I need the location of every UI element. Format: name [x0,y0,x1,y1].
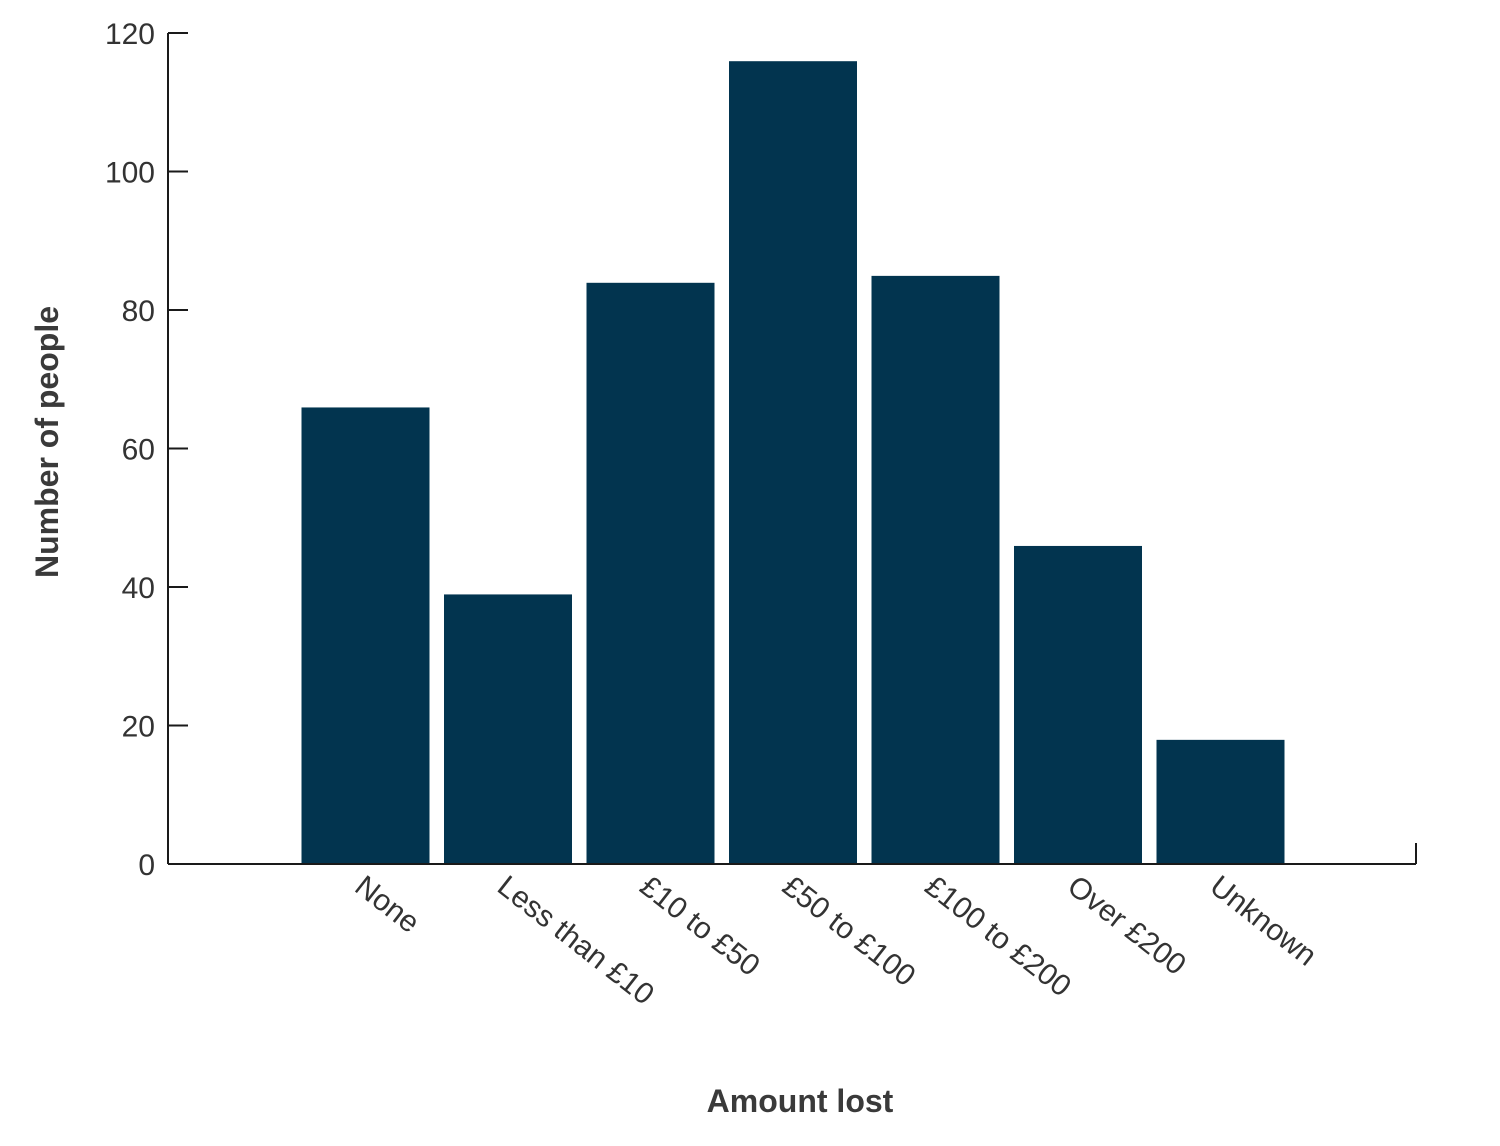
x-axis-title: Amount lost [707,1083,894,1119]
y-axis-ticks: 0 20 40 60 80 100 120 [105,18,188,882]
y-tick-label: 40 [122,572,155,605]
bar-2 [585,281,716,865]
x-tick-label: None [349,870,426,940]
y-tick-label: 80 [122,295,155,328]
x-axis-ticks: None Less than £10£10 to £50 £50 to £100£1… [349,870,1323,1012]
bar-6 [1155,738,1286,865]
y-tick-label: 60 [122,434,155,467]
y-axis-title: Number of people [29,306,65,578]
y-tick-label: 100 [105,157,155,190]
y-tick-label: 0 [138,849,155,882]
y-tick-label: 120 [105,18,155,51]
bar-1 [443,593,573,865]
bar-5 [1013,544,1143,865]
x-tick-label: £10 to £50 [634,870,766,983]
x-tick-label: Unknown [1204,870,1323,973]
bars-group [300,60,1286,865]
bar-0 [300,406,431,865]
y-tick-label: 20 [122,711,155,744]
x-tick-label: £50 to £100 [776,870,921,994]
x-tick-label: Over £200 [1061,870,1192,982]
x-tick-label: Less than £10 [491,870,660,1012]
x-tick-label: £100 to £200 [919,870,1077,1004]
bar-3 [728,60,858,865]
bar-4 [870,274,1001,865]
